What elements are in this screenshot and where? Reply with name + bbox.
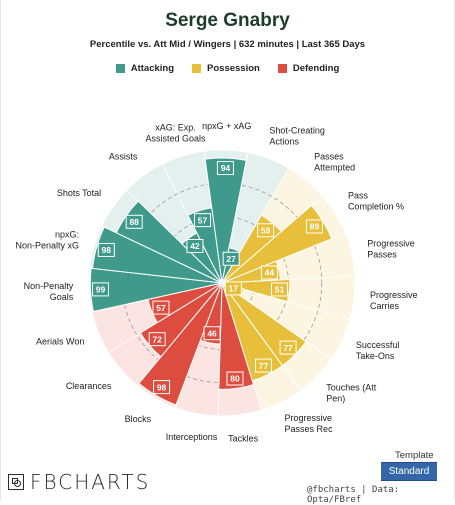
value-label-box (226, 371, 244, 386)
value-label: 51 (275, 285, 285, 295)
metric-label: Aerials Won (36, 337, 84, 347)
metric-label: Pass Completion % (348, 191, 404, 212)
value-label-box (216, 161, 234, 176)
value-label: 72 (152, 334, 162, 344)
value-label-box (152, 300, 170, 315)
template-standard-button[interactable]: Standard (381, 462, 437, 481)
data-credit: @fbcharts | Data: Opta/FBref (307, 485, 400, 505)
bar-npxg-non-penalty-xg (91, 226, 223, 284)
value-label: 77 (283, 343, 293, 353)
bar-npxg-xag (204, 157, 247, 284)
bar-tackles (218, 282, 255, 390)
legend: Attacking Possession Defending (0, 63, 455, 74)
legend-item-attacking: Attacking (115, 63, 175, 74)
metric-label: Non-Penalty Goals (24, 281, 74, 302)
bar-blocks (138, 282, 223, 406)
value-label: 98 (157, 382, 167, 392)
legend-label-defending: Defending (292, 63, 340, 74)
value-label: 99 (96, 285, 106, 295)
template-label: Template (395, 450, 434, 461)
metric-label: xAG: Exp. Assisted Goals (145, 123, 206, 144)
fbcharts-logo: FBCHARTS (8, 470, 150, 494)
metric-label: npxG: Non-Penalty xG (15, 229, 79, 250)
value-label-box (125, 214, 143, 229)
metric-label: Assists (109, 151, 138, 161)
logo-text: FBCHARTS (30, 470, 151, 494)
value-label: 94 (221, 163, 231, 173)
value-label-box (194, 213, 212, 228)
legend-item-defending: Defending (277, 63, 340, 74)
value-label-box (203, 326, 221, 341)
value-label: 88 (129, 217, 139, 227)
metric-label: Tackles (228, 434, 259, 444)
value-label-box (148, 332, 166, 347)
value-label: 59 (261, 225, 271, 235)
value-label-box (260, 265, 278, 280)
value-label-box (257, 223, 275, 238)
value-label-box (222, 251, 240, 266)
legend-label-attacking: Attacking (130, 63, 175, 74)
legend-swatch-possession (192, 64, 202, 73)
metric-label: Progressive Passes Rec (285, 413, 334, 434)
value-label: 57 (156, 303, 166, 313)
value-label-box (186, 238, 204, 253)
fbcharts-logo-icon (8, 474, 24, 490)
value-label-box (224, 281, 242, 296)
metric-label: Touches (Att Pen) (326, 382, 377, 403)
value-label: 17 (229, 284, 239, 294)
metric-label: Progressive Carries (370, 290, 418, 311)
metric-label: Shot-Creating Actions (269, 126, 325, 147)
legend-item-possession: Possession (192, 63, 260, 74)
metric-label: Progressive Passes (367, 239, 415, 260)
value-label-box (91, 282, 109, 297)
value-label: 27 (226, 254, 236, 264)
value-label-box (97, 242, 115, 257)
value-label: 57 (198, 215, 208, 225)
legend-swatch-defending (277, 64, 287, 73)
metric-label: Interceptions (166, 432, 218, 442)
value-label: 77 (259, 361, 269, 371)
value-label: 80 (230, 374, 240, 384)
metric-label: Shots Total (57, 188, 101, 198)
metric-label: Successful Take-Ons (356, 340, 400, 361)
value-label: 44 (265, 268, 275, 278)
metric-label: npxG + xAG (202, 121, 251, 131)
value-label: 46 (207, 328, 217, 338)
chart-subtitle: Percentile vs. Att Mid / Wingers | 632 m… (89, 39, 366, 50)
chart-title: Serge Gnabry (165, 10, 290, 31)
legend-label-possession: Possession (207, 63, 260, 74)
metric-label: Passes Attempted (314, 152, 355, 173)
bar-non-penalty-goals (89, 267, 223, 313)
metric-label: Blocks (125, 414, 152, 424)
value-label-box (270, 282, 288, 297)
value-label-box (305, 219, 323, 234)
value-label-box (279, 340, 297, 355)
value-label: 89 (310, 222, 320, 232)
value-label: 98 (102, 245, 112, 255)
value-label-box (153, 380, 171, 395)
legend-swatch-attacking (115, 64, 125, 73)
value-label-box (255, 358, 273, 373)
metric-label: Clearances (66, 381, 112, 391)
value-label: 42 (190, 241, 200, 251)
